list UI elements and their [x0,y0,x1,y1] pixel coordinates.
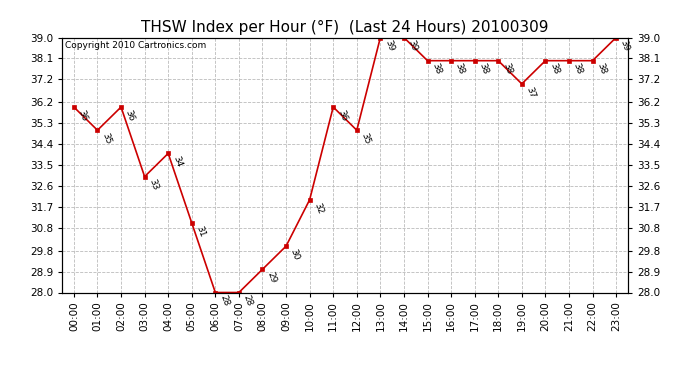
Text: 38: 38 [431,62,443,76]
Text: 38: 38 [548,62,560,76]
Text: 37: 37 [524,85,537,99]
Text: 28: 28 [241,294,254,307]
Text: 28: 28 [218,294,230,307]
Text: 30: 30 [289,248,302,261]
Title: THSW Index per Hour (°F)  (Last 24 Hours) 20100309: THSW Index per Hour (°F) (Last 24 Hours)… [141,20,549,35]
Text: 31: 31 [195,224,207,238]
Text: 36: 36 [336,108,348,122]
Text: 35: 35 [100,132,112,146]
Text: 29: 29 [265,271,277,285]
Text: 38: 38 [572,62,584,76]
Text: 34: 34 [171,155,184,169]
Text: 36: 36 [77,108,89,122]
Text: 32: 32 [313,201,325,215]
Text: 38: 38 [595,62,608,76]
Text: 39: 39 [619,39,631,53]
Text: 33: 33 [148,178,160,192]
Text: 38: 38 [454,62,466,76]
Text: 39: 39 [383,39,395,53]
Text: 38: 38 [477,62,490,76]
Text: 39: 39 [406,39,419,53]
Text: 38: 38 [501,62,513,76]
Text: 36: 36 [124,108,136,122]
Text: 35: 35 [359,132,372,146]
Text: Copyright 2010 Cartronics.com: Copyright 2010 Cartronics.com [65,41,206,50]
